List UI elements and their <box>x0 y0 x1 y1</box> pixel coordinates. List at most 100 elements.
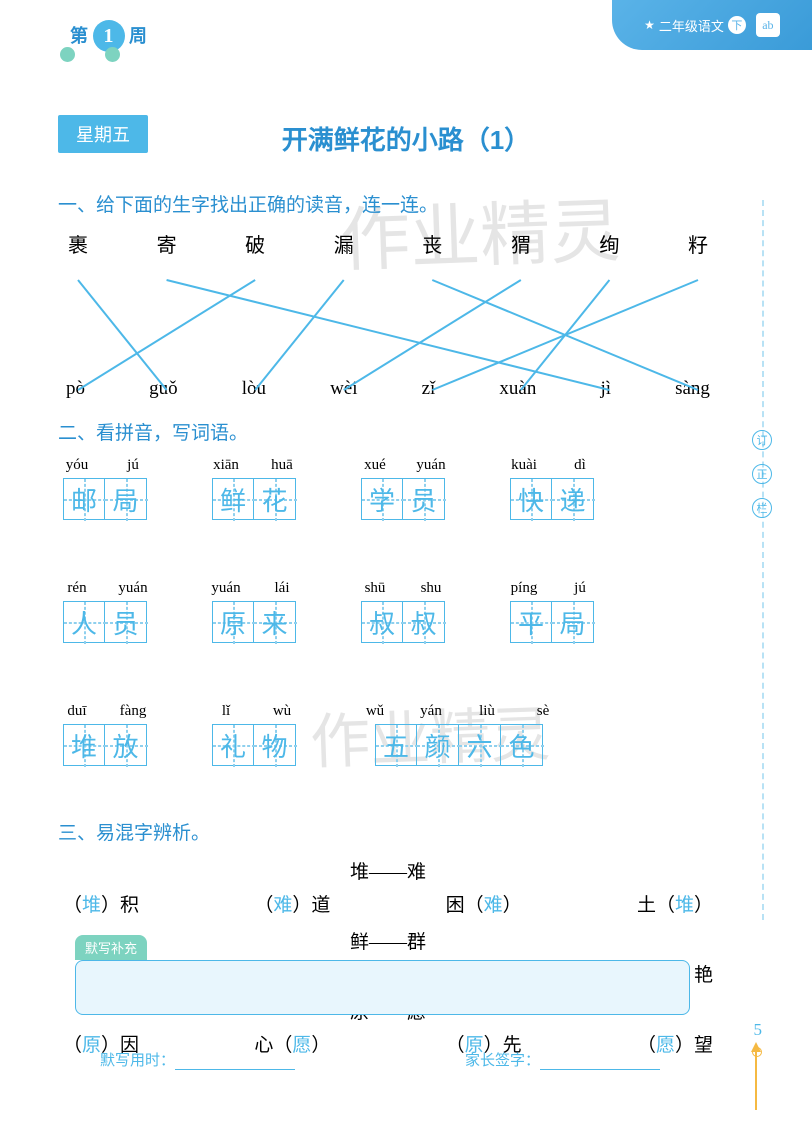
tian-cell[interactable]: 放 <box>105 724 147 766</box>
tian-row: 学员 <box>361 478 445 520</box>
tian-char: 六 <box>466 727 492 764</box>
match-svg <box>58 250 718 400</box>
tian-char: 花 <box>261 481 287 518</box>
tian-cell[interactable]: 五 <box>375 724 417 766</box>
fill-row: （堆）积（难）道困（难）土（堆） <box>58 890 718 917</box>
tian-char: 原 <box>220 604 246 641</box>
word-item: wǔyánliùsè 五颜六色 <box>356 703 562 766</box>
word-item: yóujú 邮局 <box>58 457 152 520</box>
tian-row: 鲜花 <box>212 478 296 520</box>
tian-cell[interactable]: 快 <box>510 478 552 520</box>
answer: 堆 <box>82 895 101 916</box>
word-item: kuàidì快递 <box>505 457 599 520</box>
tian-cell[interactable]: 礼 <box>212 724 254 766</box>
word-item: xuéyuán 学员 <box>356 457 450 520</box>
tian-char: 递 <box>559 481 585 518</box>
tian-char: 员 <box>112 604 138 641</box>
tian-row: 人员 <box>63 601 147 643</box>
word-pinyin: wǔyánliùsè <box>356 703 562 720</box>
tian-row: 堆放 <box>63 724 147 766</box>
section1-heading: 一、给下面的生字找出正确的读音，连一连。 <box>58 190 718 217</box>
word-pinyin: yuánlái <box>207 580 301 597</box>
tian-char: 叔 <box>410 604 436 641</box>
page-number: 5 <box>754 1020 763 1040</box>
side-circle: 订 <box>752 430 772 450</box>
tian-cell[interactable]: 局 <box>105 478 147 520</box>
answer: 难 <box>273 895 292 916</box>
pair-header: 堆——难 <box>58 857 718 884</box>
tian-cell[interactable]: 叔 <box>403 601 445 643</box>
side-circle: 正 <box>752 464 772 484</box>
tian-char: 色 <box>508 727 534 764</box>
word-item: xiānhuā鲜花 <box>207 457 301 520</box>
sign-line[interactable] <box>540 1069 660 1070</box>
word-item: yuánlái 原来 <box>207 580 301 643</box>
tian-char: 快 <box>518 481 544 518</box>
word-pinyin: duīfàng <box>58 703 152 720</box>
tian-row: 礼物 <box>212 724 296 766</box>
tian-cell[interactable]: 员 <box>403 478 445 520</box>
answer: 原 <box>82 1035 101 1056</box>
word-item: duīfàng 堆放 <box>58 703 152 766</box>
tian-char: 颜 <box>424 727 450 764</box>
tian-cell[interactable]: 递 <box>552 478 594 520</box>
tian-cell[interactable]: 花 <box>254 478 296 520</box>
word-pinyin: yóujú <box>58 457 152 474</box>
sign-label: 家长签字： <box>465 1049 660 1070</box>
tian-char: 鲜 <box>220 481 246 518</box>
tian-row: 平局 <box>510 601 594 643</box>
tree-icon <box>60 42 120 62</box>
tian-cell[interactable]: 叔 <box>361 601 403 643</box>
tian-char: 局 <box>112 481 138 518</box>
tian-char: 学 <box>369 481 395 518</box>
tian-cell[interactable]: 物 <box>254 724 296 766</box>
tian-cell[interactable]: 色 <box>501 724 543 766</box>
tian-char: 邮 <box>71 481 97 518</box>
tian-cell[interactable]: 人 <box>63 601 105 643</box>
word-grid: yóujú邮局xiānhuā鲜花xuéyuán学员kuàidì快递rényuán… <box>58 457 718 796</box>
week-badge: 第 1 周 <box>70 20 147 52</box>
tian-row: 邮局 <box>63 478 147 520</box>
answer: 难 <box>484 895 503 916</box>
sign-text: 家长签字： <box>465 1053 540 1069</box>
tian-cell[interactable]: 学 <box>361 478 403 520</box>
tian-char: 放 <box>112 727 138 764</box>
tian-char: 局 <box>559 604 585 641</box>
tian-row: 五颜六色 <box>375 724 543 766</box>
answer: 堆 <box>675 895 694 916</box>
arrow-up-icon <box>755 1050 757 1110</box>
tian-cell[interactable]: 六 <box>459 724 501 766</box>
time-line[interactable] <box>175 1069 295 1070</box>
footer-write-area[interactable] <box>75 960 690 1015</box>
footer-box: 默写补充 <box>75 935 690 1015</box>
tian-row: 叔叔 <box>361 601 445 643</box>
tian-cell[interactable]: 鲜 <box>212 478 254 520</box>
header-badge: ★ 二年级语文 下 ab <box>612 0 812 50</box>
fill-item: （难）道 <box>254 890 330 917</box>
tian-cell[interactable]: 来 <box>254 601 296 643</box>
word-item: shūshu 叔叔 <box>356 580 450 643</box>
tian-char: 人 <box>71 604 97 641</box>
tian-char: 来 <box>261 604 287 641</box>
tian-cell[interactable]: 原 <box>212 601 254 643</box>
word-pinyin: lǐwù <box>207 703 301 720</box>
main-content: 一、给下面的生字找出正确的读音，连一连。 裹寄破漏丧猬绚籽 pòguǒlòuwè… <box>58 190 718 1061</box>
grade-label: 二年级语文 <box>659 16 724 35</box>
side-dashed-line <box>762 200 764 920</box>
word-item: píngjú平局 <box>505 580 599 643</box>
star-icon: ★ <box>644 18 655 33</box>
tian-cell[interactable]: 邮 <box>63 478 105 520</box>
week-suffix: 周 <box>129 26 147 46</box>
word-pinyin: xuéyuán <box>356 457 450 474</box>
tian-cell[interactable]: 局 <box>552 601 594 643</box>
tian-cell[interactable]: 平 <box>510 601 552 643</box>
tian-cell[interactable]: 员 <box>105 601 147 643</box>
word-pinyin: shūshu <box>356 580 450 597</box>
tian-char: 平 <box>518 604 544 641</box>
section3-heading: 三、易混字辨析。 <box>58 818 718 845</box>
side-circle: 栏 <box>752 498 772 518</box>
day-tag: 星期五 <box>58 115 148 153</box>
tian-cell[interactable]: 颜 <box>417 724 459 766</box>
tian-cell[interactable]: 堆 <box>63 724 105 766</box>
footer-box-label: 默写补充 <box>75 935 147 960</box>
